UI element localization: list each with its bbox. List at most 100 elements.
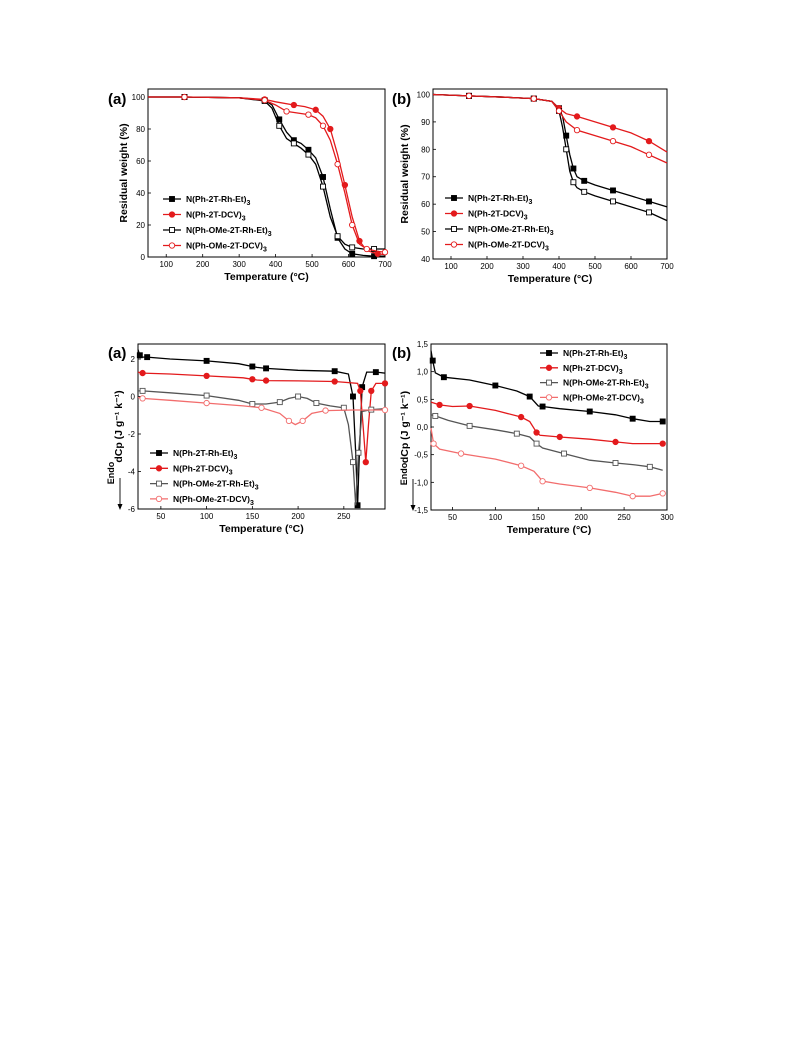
legend-marker bbox=[451, 226, 457, 232]
data-point bbox=[610, 187, 616, 194]
legend-entry: N(Ph-2T-Rh-Et)3 bbox=[540, 348, 627, 361]
x-tick-label: 300 bbox=[232, 260, 246, 269]
legend-label: N(Ph-2T-DCV)3 bbox=[563, 363, 623, 376]
data-point bbox=[320, 183, 326, 190]
data-point bbox=[539, 403, 546, 410]
data-point bbox=[283, 108, 290, 115]
data-point bbox=[312, 106, 319, 113]
series-3 bbox=[148, 93, 389, 256]
series-3 bbox=[137, 395, 389, 426]
data-point bbox=[295, 393, 302, 400]
y-tick-label: 2 bbox=[131, 355, 136, 364]
data-point bbox=[581, 177, 588, 184]
data-point bbox=[659, 440, 666, 447]
data-point bbox=[586, 408, 593, 415]
legend-label: N(Ph-2T-DCV)3 bbox=[173, 463, 233, 476]
legend-label: N(Ph-OMe-2T-Rh-Et)3 bbox=[468, 224, 554, 237]
data-point bbox=[436, 401, 443, 409]
y-tick-label: 100 bbox=[417, 90, 431, 99]
legend-entry: N(Ph-2T-Rh-Et)3 bbox=[163, 194, 250, 207]
data-point bbox=[457, 450, 465, 457]
data-point bbox=[372, 369, 379, 376]
data-point bbox=[466, 402, 473, 410]
endo-arrowhead bbox=[117, 504, 123, 510]
data-point bbox=[381, 406, 389, 414]
series-1 bbox=[137, 369, 389, 466]
data-point bbox=[492, 382, 499, 389]
data-point bbox=[629, 415, 636, 422]
legend-entry: N(Ph-2T-Rh-Et)3 bbox=[150, 448, 237, 461]
x-tick-label: 200 bbox=[575, 513, 589, 522]
data-point bbox=[355, 449, 362, 456]
data-point bbox=[646, 209, 652, 216]
x-tick-label: 300 bbox=[660, 513, 674, 522]
series-2 bbox=[138, 387, 386, 506]
legend-marker bbox=[169, 227, 175, 233]
series-line bbox=[148, 96, 386, 253]
data-point bbox=[645, 137, 653, 145]
data-point bbox=[181, 93, 188, 101]
y-tick-label: 40 bbox=[421, 255, 430, 264]
legend-marker bbox=[156, 480, 162, 487]
series-2 bbox=[430, 412, 663, 471]
data-point bbox=[305, 151, 312, 158]
y-tick-label: 20 bbox=[136, 221, 145, 230]
series-1 bbox=[430, 401, 666, 447]
y-tick-label: 50 bbox=[421, 228, 430, 237]
x-tick-label: 100 bbox=[489, 513, 503, 522]
data-point bbox=[322, 407, 329, 414]
x-tick-label: 100 bbox=[444, 262, 458, 271]
legend-entry: N(Ph-OMe-2T-DCV)3 bbox=[150, 494, 254, 507]
data-point bbox=[429, 357, 436, 364]
data-point bbox=[430, 440, 437, 447]
data-point bbox=[556, 433, 563, 441]
x-tick-label: 200 bbox=[480, 262, 494, 271]
legend-label: N(Ph-2T-Rh-Et)3 bbox=[186, 194, 250, 207]
data-point bbox=[262, 377, 270, 384]
data-point bbox=[249, 401, 256, 407]
data-point bbox=[517, 462, 525, 469]
series-line bbox=[430, 427, 663, 497]
data-point bbox=[320, 174, 326, 180]
series-line bbox=[432, 93, 668, 164]
data-point bbox=[331, 368, 338, 375]
legend-entry: N(Ph-OMe-2T-Rh-Et)3 bbox=[163, 225, 272, 238]
data-point bbox=[285, 417, 293, 425]
x-tick-label: 500 bbox=[305, 260, 319, 269]
legend-marker bbox=[155, 465, 163, 472]
x-tick-label: 600 bbox=[624, 262, 638, 271]
data-point bbox=[533, 440, 540, 447]
legend-marker bbox=[450, 241, 458, 248]
legend-marker bbox=[450, 210, 458, 217]
chart-dsc-a: 50 100 150 200 250 -6 -4 -2 0 2 Temperature (°C) dC… bbox=[106, 343, 389, 535]
data-point bbox=[581, 188, 588, 195]
data-point bbox=[331, 378, 338, 385]
x-tick-label: 200 bbox=[291, 512, 305, 521]
panel-label: (b) bbox=[392, 91, 411, 108]
legend-entry: N(Ph-OMe-2T-Rh-Et)3 bbox=[150, 479, 259, 492]
chart-tga-a: 100 200 300 400 500 600 700 0 20 40 60 80 100 Tempera… bbox=[108, 88, 392, 283]
data-point bbox=[276, 122, 283, 129]
legend-entry: N(Ph-2T-DCV)3 bbox=[445, 209, 528, 222]
y-tick-label: -1,0 bbox=[414, 478, 428, 487]
legend-entry: N(Ph-2T-DCV)3 bbox=[150, 463, 233, 476]
data-point bbox=[327, 125, 334, 133]
legend-marker bbox=[169, 196, 175, 202]
data-point bbox=[313, 400, 320, 407]
data-point bbox=[466, 422, 473, 429]
legend-label: N(Ph-2T-DCV)3 bbox=[186, 210, 246, 223]
x-tick-label: 300 bbox=[516, 262, 530, 271]
data-point bbox=[609, 124, 617, 131]
endo-label: Endo bbox=[106, 461, 116, 484]
legend-marker bbox=[545, 364, 553, 371]
legend-entry: N(Ph-2T-Rh-Et)3 bbox=[445, 193, 532, 206]
y-tick-label: -1,5 bbox=[414, 506, 428, 515]
data-point bbox=[203, 392, 210, 399]
data-point bbox=[561, 450, 567, 457]
data-point bbox=[381, 249, 389, 256]
endo-arrowhead bbox=[410, 505, 416, 511]
data-point bbox=[139, 395, 146, 402]
y-axis-label: dCp (J g⁻¹ k⁻¹) bbox=[399, 391, 411, 463]
legend-label: N(Ph-OMe-2T-DCV)3 bbox=[186, 241, 267, 254]
legend-label: N(Ph-OMe-2T-DCV)3 bbox=[468, 240, 549, 253]
